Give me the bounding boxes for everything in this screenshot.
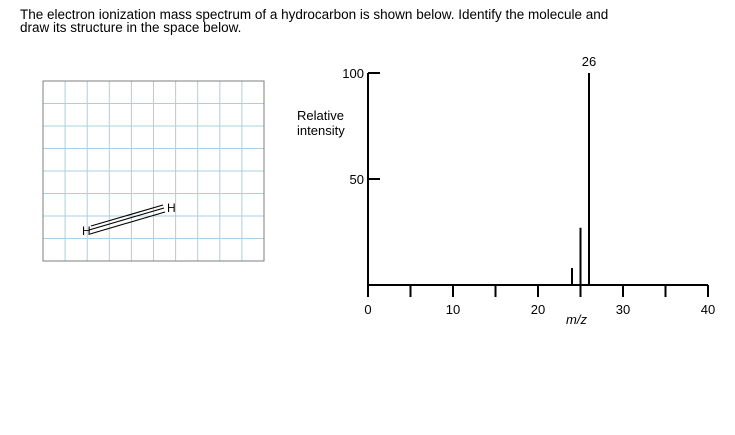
y-axis-label-line-1: Relative <box>297 108 344 123</box>
question-line-2: draw its structure in the space below. <box>20 20 242 35</box>
y-axis-label-line-2: intensity <box>297 123 345 138</box>
x-tick-label: 0 <box>364 302 371 317</box>
y-axis-ticks: 50 100 <box>342 66 380 187</box>
question-line-1: The electron ionization mass spectrum of… <box>20 7 609 22</box>
question-text: The electron ionization mass spectrum of… <box>20 7 720 35</box>
peak-label: 26 <box>582 54 596 69</box>
x-axis-label: m/z <box>566 312 587 327</box>
atom-label-right-h: H <box>167 201 176 215</box>
structure-drawing-area[interactable] <box>42 80 265 262</box>
spectrum-peaks: 26 <box>571 54 596 285</box>
triple-bond-line-2 <box>89 211 166 235</box>
atom-label-left-h: H <box>82 224 91 238</box>
x-tick-label: 20 <box>531 302 545 317</box>
x-axis-ticks: 0 10 20 30 40 <box>364 285 715 317</box>
x-tick-label: 30 <box>616 302 630 317</box>
triple-bond-line-3 <box>90 204 164 227</box>
y-tick-label: 50 <box>350 172 364 187</box>
acetylene-structure: H H <box>82 201 176 238</box>
triple-bond-line-1 <box>88 207 165 231</box>
x-tick-label: 10 <box>446 302 460 317</box>
drawing-grid <box>43 81 264 261</box>
x-tick-label: 40 <box>701 302 715 317</box>
y-tick-label: 100 <box>342 66 364 81</box>
mass-spectrum-chart: 50 100 0 10 20 30 40 26 Relative intensity m/… <box>297 54 715 327</box>
drawing-area-border <box>42 80 265 262</box>
